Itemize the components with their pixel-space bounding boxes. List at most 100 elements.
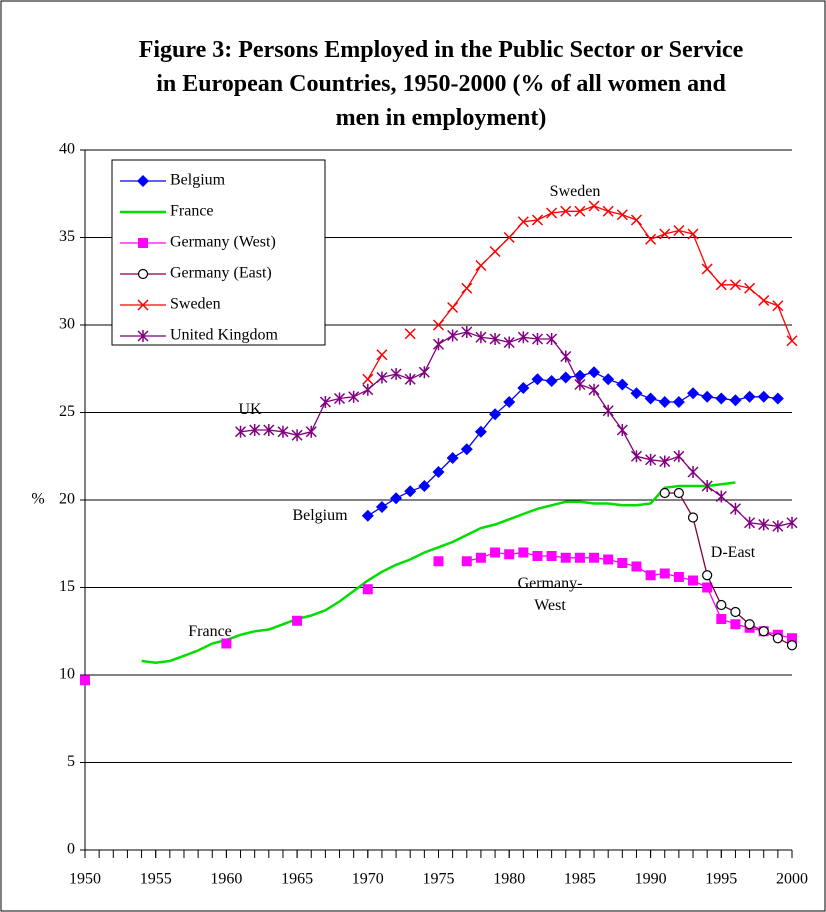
marker	[461, 556, 472, 567]
marker	[277, 425, 289, 438]
marker	[702, 570, 713, 581]
marker	[376, 349, 388, 361]
marker	[532, 551, 543, 561]
marker	[744, 282, 756, 294]
marker	[701, 390, 714, 403]
x-tick-label: 1960	[210, 871, 242, 888]
marker	[787, 633, 797, 644]
annotation: D-East	[711, 544, 756, 561]
x-tick-label: 1995	[705, 871, 737, 888]
marker	[659, 228, 671, 240]
y-axis-label: %	[31, 491, 44, 508]
marker	[729, 502, 741, 515]
x-tick-label: 1980	[493, 871, 525, 888]
marker	[631, 561, 642, 572]
x-tick-label: 1965	[281, 871, 313, 888]
marker	[645, 453, 657, 466]
marker	[715, 279, 727, 291]
marker	[517, 216, 529, 228]
marker	[672, 396, 685, 408]
marker	[659, 487, 670, 499]
marker	[757, 390, 770, 403]
marker	[673, 572, 684, 582]
marker	[588, 383, 600, 396]
marker	[786, 640, 798, 651]
marker	[616, 209, 628, 221]
marker	[786, 335, 798, 347]
marker	[362, 584, 373, 595]
marker	[616, 378, 629, 391]
marker	[617, 558, 628, 568]
marker	[744, 619, 755, 630]
marker	[658, 396, 671, 408]
marker	[221, 638, 232, 649]
marker	[545, 375, 558, 387]
marker	[645, 233, 657, 245]
marker	[517, 382, 530, 394]
marker	[772, 633, 783, 644]
marker	[404, 373, 416, 386]
marker	[418, 366, 430, 379]
marker	[432, 338, 445, 351]
marker	[772, 300, 784, 312]
marker	[786, 516, 798, 529]
marker	[588, 366, 601, 379]
marker	[489, 333, 501, 345]
marker	[715, 392, 728, 405]
marker	[701, 480, 713, 492]
x-tick-label: 1975	[423, 871, 455, 888]
x-tick-label: 1955	[140, 871, 172, 888]
marker	[546, 551, 557, 561]
marker	[560, 350, 572, 363]
marker	[361, 509, 374, 522]
marker	[687, 387, 700, 400]
legend-label: United Kingdom	[170, 327, 279, 344]
marker	[574, 552, 585, 563]
marker	[475, 331, 487, 344]
y-tick-label: 40	[59, 141, 75, 158]
marker	[673, 224, 685, 237]
marker	[616, 424, 628, 436]
marker	[588, 200, 600, 212]
marker	[263, 424, 275, 436]
marker	[292, 615, 303, 626]
marker	[375, 501, 388, 513]
marker	[376, 371, 388, 384]
series-line	[367, 205, 793, 380]
y-tick-label: 10	[59, 666, 75, 683]
marker	[701, 263, 713, 275]
marker	[433, 556, 444, 567]
marker	[644, 392, 657, 405]
marker	[362, 383, 374, 396]
x-tick-label: 1970	[352, 871, 384, 888]
x-tick-label: 2000	[776, 871, 808, 888]
marker	[418, 480, 431, 492]
marker	[688, 575, 699, 586]
marker	[659, 568, 670, 579]
marker	[475, 259, 487, 272]
marker	[630, 387, 643, 400]
marker	[758, 626, 769, 637]
marker	[687, 512, 699, 523]
marker	[447, 329, 459, 342]
marker	[475, 552, 486, 563]
marker	[80, 675, 90, 686]
marker	[730, 606, 741, 618]
marker	[673, 450, 685, 463]
marker	[729, 279, 741, 291]
marker	[630, 214, 642, 226]
marker	[489, 408, 502, 421]
marker	[687, 466, 699, 478]
x-tick-label: 1990	[635, 871, 667, 888]
marker	[630, 450, 642, 463]
marker	[730, 619, 741, 630]
marker	[518, 547, 529, 558]
marker	[503, 336, 515, 349]
marker	[673, 487, 684, 499]
marker	[249, 424, 261, 436]
series-line	[664, 492, 793, 646]
marker	[771, 392, 784, 405]
annotation: France	[188, 623, 232, 640]
marker	[235, 425, 247, 438]
